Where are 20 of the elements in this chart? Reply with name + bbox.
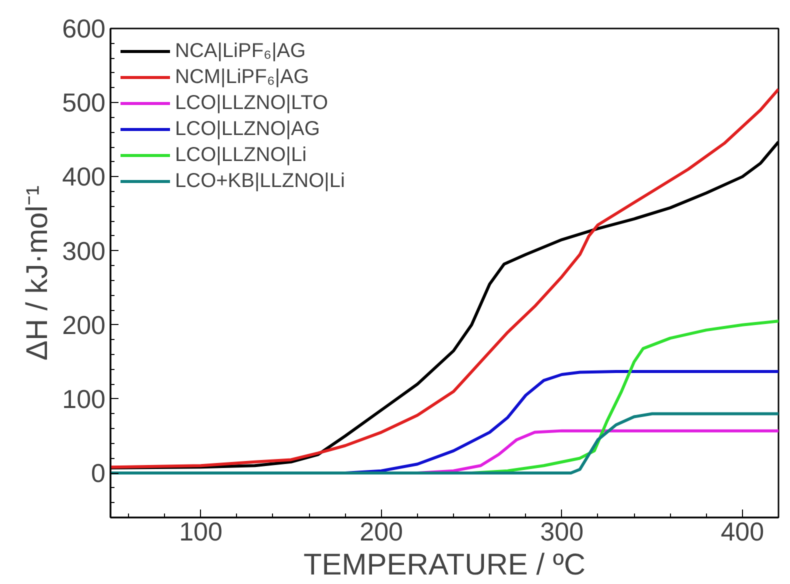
legend-label: NCM|LiPF₆|AG	[175, 64, 310, 90]
y-tick-label: 300	[62, 236, 106, 266]
y-axis-title: ΔH / kJ·mol⁻¹	[21, 185, 54, 361]
y-tick-label: 0	[91, 458, 106, 488]
y-tick-label: 200	[62, 310, 106, 340]
x-tick-label: 400	[720, 516, 764, 546]
legend-label: LCO+KB|LLZNO|Li	[175, 168, 345, 194]
line-series	[110, 412, 778, 475]
x-tick-label: 100	[179, 516, 222, 546]
y-tick-label: 400	[62, 162, 106, 192]
y-tick-label: 600	[62, 14, 106, 44]
legend-label: LCO|LLZNO|LTO	[175, 90, 328, 116]
y-tick-label: 100	[62, 384, 106, 414]
legend-label: NCA|LiPF₆|AG	[175, 38, 306, 64]
legend-label: LCO|LLZNO|Li	[175, 142, 307, 168]
x-tick-label: 300	[540, 516, 584, 546]
y-tick-label: 500	[62, 88, 106, 118]
x-axis-title: TEMPERATURE / ºC	[303, 548, 586, 582]
x-tick-label: 200	[360, 516, 404, 546]
legend-label: LCO|LLZNO|AG	[175, 116, 320, 142]
